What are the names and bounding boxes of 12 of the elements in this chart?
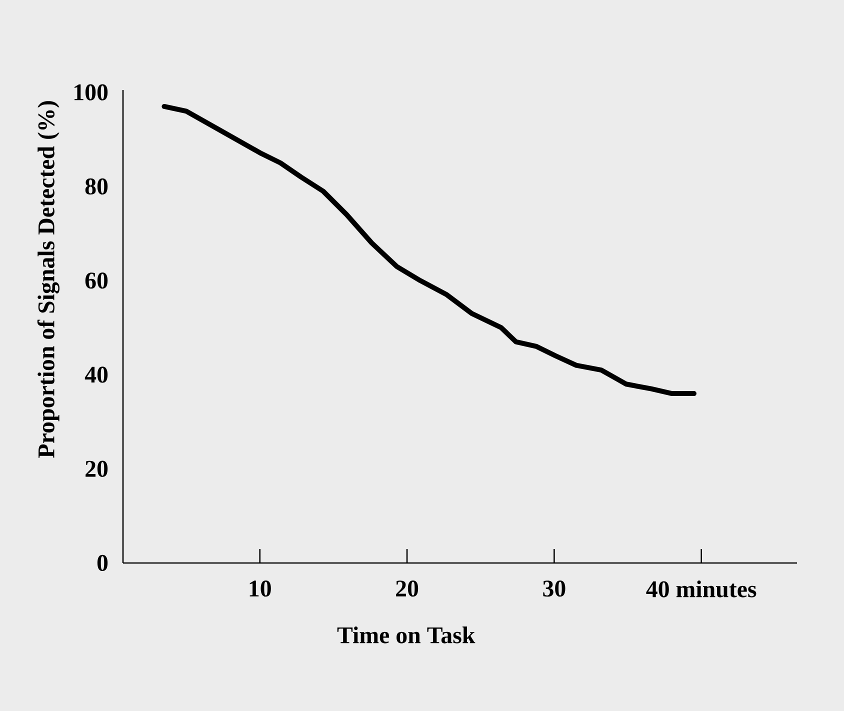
y-tick-label: 0 [97, 554, 108, 572]
x-tick-label: 30 [543, 580, 566, 597]
y-axis-title: Proportion of Signals Detected (%) [37, 101, 60, 458]
y-tick-label: 100 [74, 84, 108, 100]
x-tick-label: 20 [396, 580, 418, 597]
x-axis-title: Time on Task [337, 626, 476, 644]
y-tick-label: 20 [86, 460, 108, 477]
x-tick-label: 40 minutes [646, 580, 756, 598]
y-tick-label: 40 [84, 366, 108, 383]
y-tick-label: 60 [85, 272, 108, 289]
y-tick-label: 80 [85, 178, 108, 195]
x-tick-label: 10 [250, 580, 271, 597]
